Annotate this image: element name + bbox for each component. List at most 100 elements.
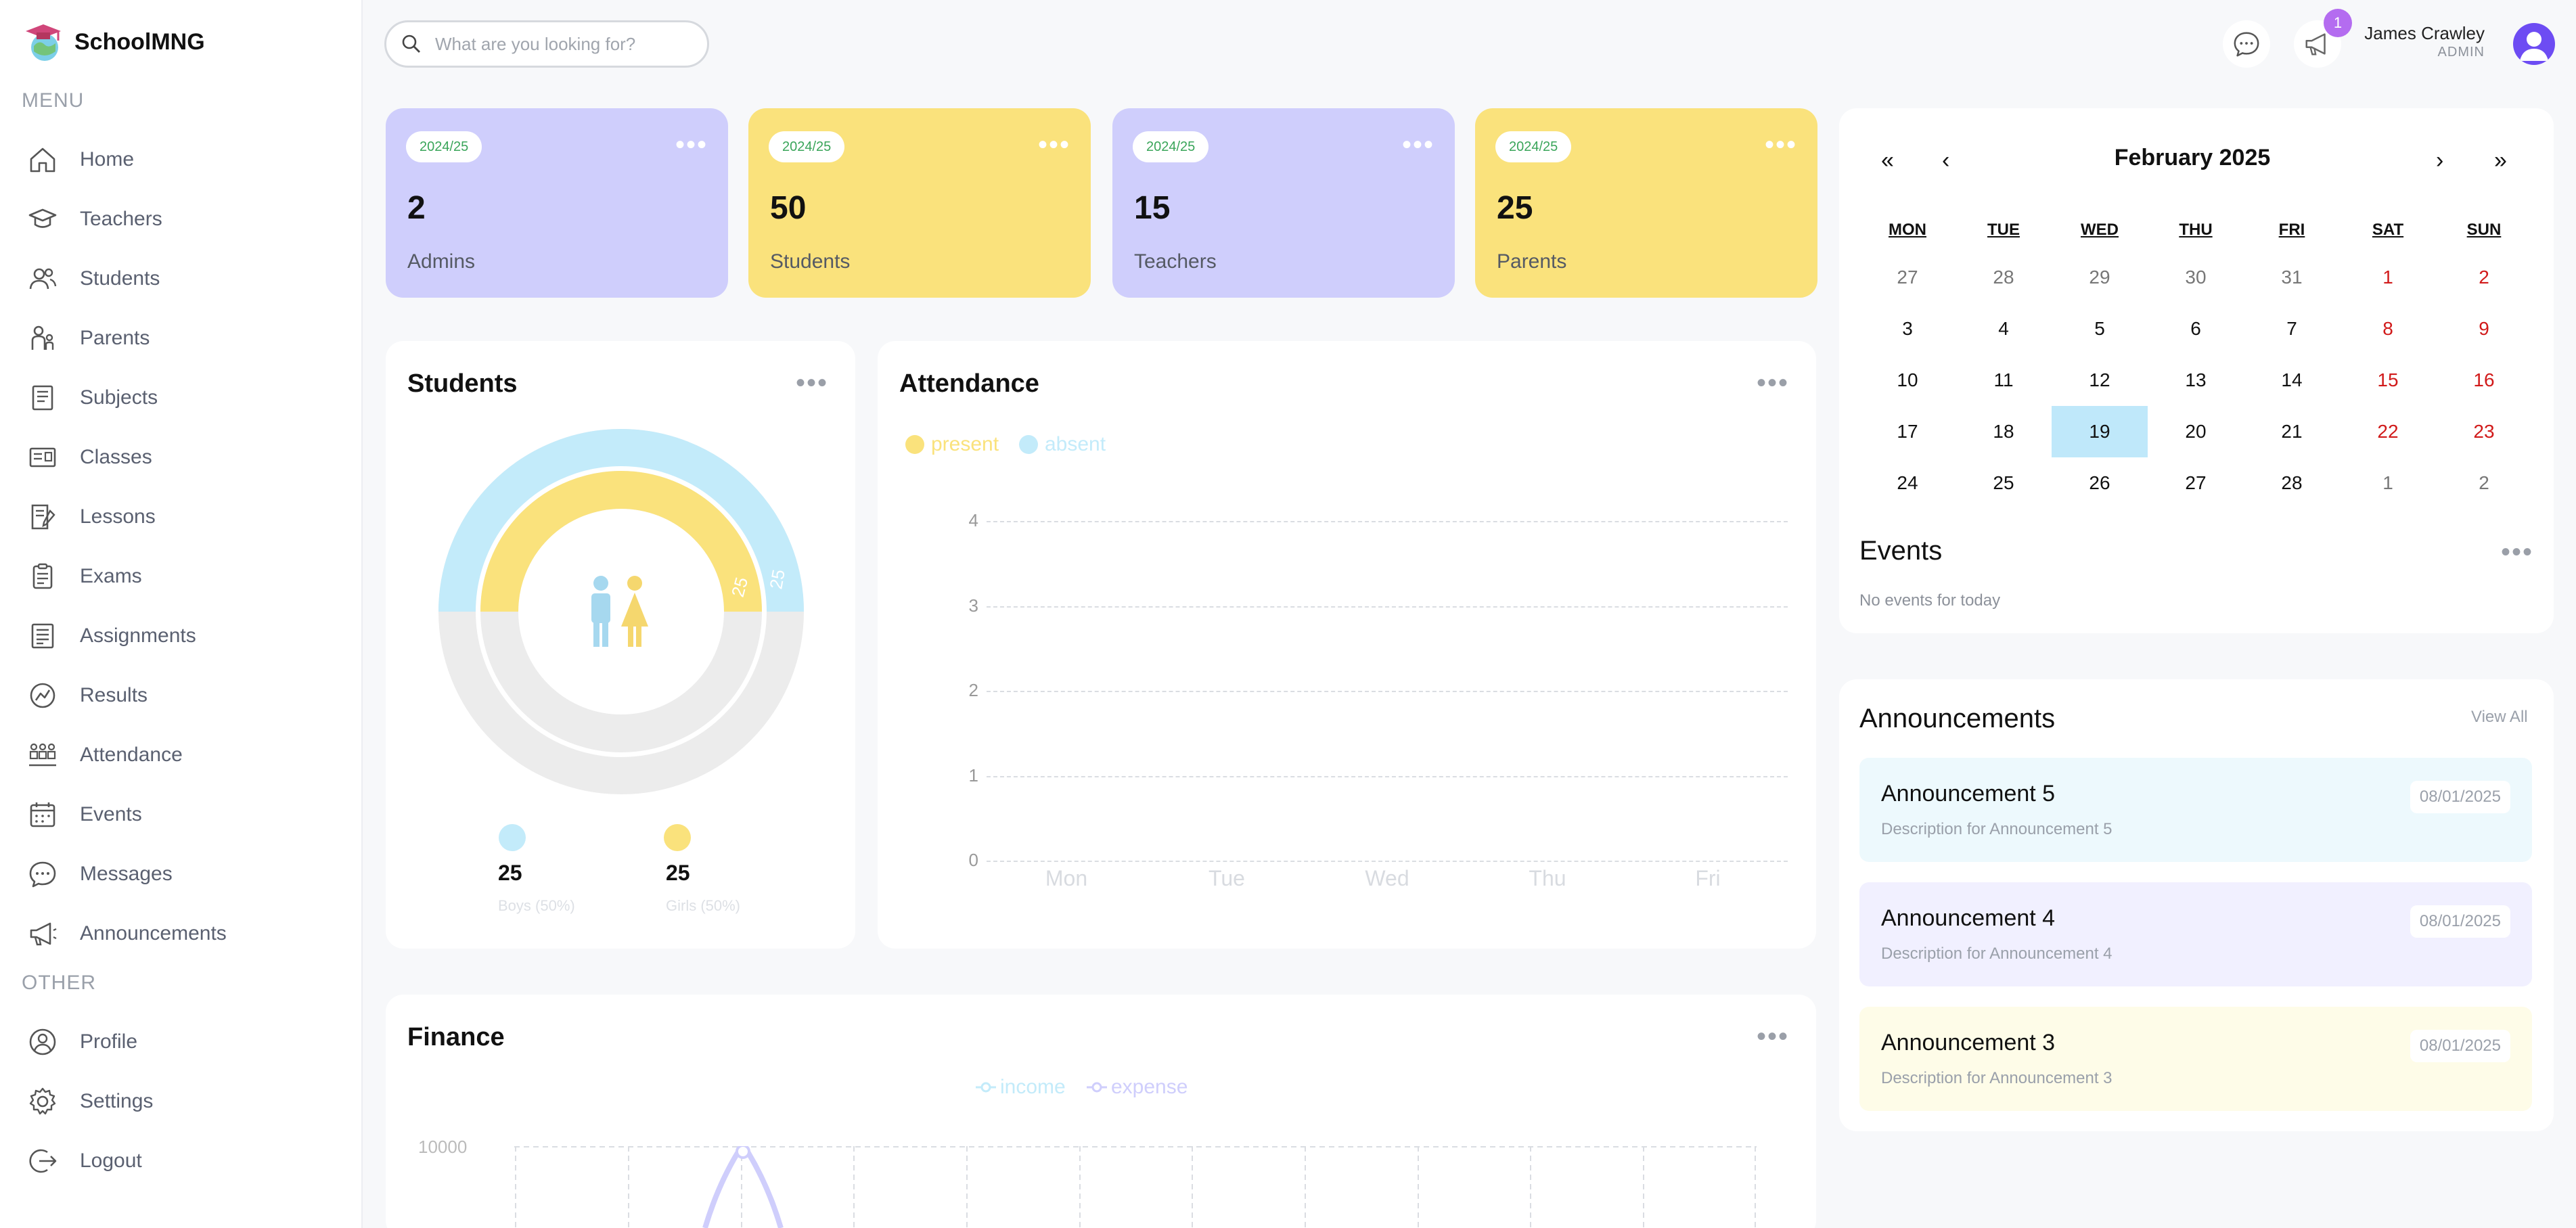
attendance-grid-line bbox=[987, 521, 1788, 522]
search-bar[interactable] bbox=[384, 20, 709, 68]
calendar-next-year-button[interactable]: » bbox=[2494, 147, 2507, 173]
avatar[interactable] bbox=[2513, 23, 2555, 65]
sidebar-item-attendance[interactable]: Attendance bbox=[27, 731, 338, 779]
calendar-day[interactable]: 25 bbox=[1993, 472, 2014, 493]
calendar-title[interactable]: February 2025 bbox=[2114, 145, 2271, 170]
announcement-card[interactable]: Announcement 3 Description for Announcem… bbox=[1859, 1007, 2532, 1111]
calendar-day[interactable]: 7 bbox=[2286, 318, 2297, 339]
sidebar-item-label: Lessons bbox=[80, 505, 156, 528]
attendance-y-tick: 2 bbox=[968, 680, 978, 700]
logout-icon bbox=[29, 1149, 57, 1173]
calendar-panel bbox=[1839, 108, 2554, 633]
income-legend-icon bbox=[976, 1082, 996, 1093]
sidebar-item-logout[interactable]: Logout bbox=[27, 1137, 338, 1185]
stat-card-students: 2024/25 ••• 50 Students bbox=[748, 108, 1091, 298]
calendar-weekday: TUE bbox=[1987, 221, 2020, 239]
calendar-day[interactable]: 27 bbox=[2185, 472, 2207, 493]
calendar-day[interactable]: 22 bbox=[2377, 421, 2399, 442]
calendar-day[interactable]: 6 bbox=[2190, 318, 2201, 339]
calendar-day[interactable]: 20 bbox=[2185, 421, 2207, 442]
sidebar-item-label: Classes bbox=[80, 446, 152, 468]
sidebar-item-students[interactable]: Students bbox=[27, 255, 338, 302]
announcement-card[interactable]: Announcement 5 Description for Announcem… bbox=[1859, 758, 2532, 862]
calendar-day[interactable]: 16 bbox=[2473, 369, 2495, 390]
calendar-day[interactable]: 11 bbox=[1993, 369, 2014, 390]
calendar-day[interactable]: 14 bbox=[2281, 369, 2303, 390]
calendar-day[interactable]: 12 bbox=[2089, 369, 2110, 390]
sidebar-item-subjects[interactable]: Subjects bbox=[27, 374, 338, 422]
calendar-day[interactable]: 8 bbox=[2382, 318, 2393, 339]
sidebar-item-classes[interactable]: Classes bbox=[27, 434, 338, 481]
attendance-x-tick: Wed bbox=[1365, 866, 1409, 890]
calendar-prev-year-button[interactable]: « bbox=[1881, 147, 1894, 173]
calendar-day[interactable]: 17 bbox=[1897, 421, 1918, 442]
calendar-day[interactable]: 3 bbox=[1902, 318, 1913, 339]
stat-value: 2 bbox=[407, 190, 426, 226]
calendar-day[interactable]: 4 bbox=[1998, 318, 2009, 339]
calendar-day[interactable]: 9 bbox=[2479, 318, 2489, 339]
calendar-day[interactable]: 23 bbox=[2473, 421, 2495, 442]
calendar-day[interactable]: 5 bbox=[2094, 318, 2105, 339]
calendar-day[interactable]: 24 bbox=[1897, 472, 1918, 493]
calendar-day[interactable]: 27 bbox=[1897, 267, 1918, 288]
search-input[interactable] bbox=[435, 33, 692, 55]
announcement-card[interactable]: Announcement 4 Description for Announcem… bbox=[1859, 882, 2532, 986]
sidebar-item-profile[interactable]: Profile bbox=[27, 1018, 338, 1066]
announcement-title: Announcement 5 bbox=[1881, 781, 2056, 806]
sidebar-item-assignments[interactable]: Assignments bbox=[27, 612, 338, 660]
sidebar-item-events[interactable]: Events bbox=[27, 791, 338, 838]
user-name: James Crawley bbox=[2364, 23, 2485, 43]
calendar-day[interactable]: 2 bbox=[2479, 472, 2489, 493]
stat-label: Teachers bbox=[1134, 250, 1217, 273]
calendar-day[interactable]: 18 bbox=[1993, 421, 2014, 442]
calendar-day[interactable]: 1 bbox=[2382, 267, 2393, 288]
more-icon[interactable]: ••• bbox=[1401, 130, 1434, 160]
calendar-next-button[interactable]: › bbox=[2436, 147, 2444, 173]
legend-income[interactable]: income bbox=[976, 1076, 1066, 1099]
more-icon[interactable]: ••• bbox=[1756, 368, 1789, 398]
calendar-day[interactable]: 1 bbox=[2382, 472, 2393, 493]
more-icon[interactable]: ••• bbox=[1037, 130, 1070, 160]
year-badge: 2024/25 bbox=[1495, 131, 1572, 162]
sidebar-item-parents[interactable]: Parents bbox=[27, 315, 338, 362]
app-logo[interactable]: SchoolMNG bbox=[24, 22, 205, 62]
calendar-day[interactable]: 13 bbox=[2185, 369, 2207, 390]
calendar-day[interactable]: 10 bbox=[1897, 369, 1918, 390]
finance-chart bbox=[514, 1146, 1757, 1228]
calendar-day[interactable]: 28 bbox=[1993, 267, 2014, 288]
sidebar-item-lessons[interactable]: Lessons bbox=[27, 493, 338, 541]
sidebar-item-label: Announcements bbox=[80, 922, 227, 945]
events-more-icon[interactable]: ••• bbox=[2501, 537, 2534, 567]
sidebar-item-home[interactable]: Home bbox=[27, 136, 338, 183]
more-icon[interactable]: ••• bbox=[1756, 1022, 1789, 1051]
sidebar-item-label: Students bbox=[80, 267, 160, 290]
calendar-day[interactable]: 15 bbox=[2377, 369, 2399, 390]
stat-card-teachers: 2024/25 ••• 15 Teachers bbox=[1112, 108, 1455, 298]
announcement-desc: Description for Announcement 3 bbox=[1881, 1069, 2112, 1087]
messages-button[interactable] bbox=[2223, 20, 2270, 68]
legend-expense[interactable]: expense bbox=[1087, 1076, 1188, 1099]
calendar-day[interactable]: 2 bbox=[2479, 267, 2489, 288]
calendar-day[interactable]: 31 bbox=[2281, 267, 2303, 288]
more-icon[interactable]: ••• bbox=[675, 130, 708, 160]
calendar-day[interactable]: 29 bbox=[2089, 267, 2110, 288]
legend-absent[interactable]: absent bbox=[1019, 433, 1106, 456]
calendar-day[interactable]: 28 bbox=[2281, 472, 2303, 493]
sidebar-item-results[interactable]: Results bbox=[27, 672, 338, 719]
more-icon[interactable]: ••• bbox=[1764, 130, 1797, 160]
sidebar-item-teachers[interactable]: Teachers bbox=[27, 196, 338, 243]
calendar-day[interactable]: 30 bbox=[2185, 267, 2207, 288]
sidebar-item-exams[interactable]: Exams bbox=[27, 553, 338, 600]
calendar-day[interactable]: 26 bbox=[2089, 472, 2110, 493]
view-all-link[interactable]: View All bbox=[2471, 708, 2528, 726]
sidebar-item-announcements[interactable]: Announcements bbox=[27, 910, 338, 957]
legend-present[interactable]: present bbox=[905, 433, 999, 456]
sidebar-item-messages[interactable]: Messages bbox=[27, 850, 338, 898]
calendar-day[interactable]: 21 bbox=[2281, 421, 2303, 442]
calendar-day[interactable]: 19 bbox=[2052, 406, 2148, 457]
more-icon[interactable]: ••• bbox=[795, 368, 828, 398]
panel-title: Attendance bbox=[899, 369, 1039, 398]
announcement-date: 08/01/2025 bbox=[2410, 781, 2510, 813]
calendar-prev-button[interactable]: ‹ bbox=[1942, 147, 1950, 173]
sidebar-item-settings[interactable]: Settings bbox=[27, 1078, 338, 1125]
